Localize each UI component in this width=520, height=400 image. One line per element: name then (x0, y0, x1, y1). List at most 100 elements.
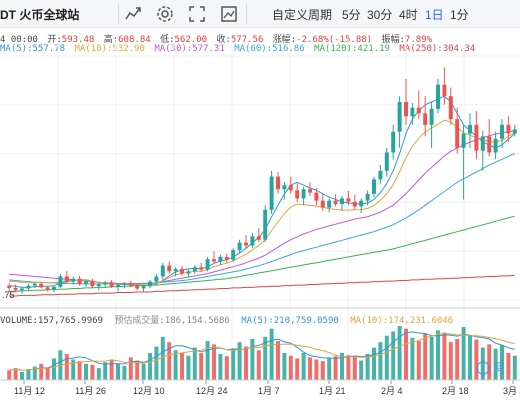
candle-up (173, 268, 178, 272)
watermark: 复 (476, 358, 520, 378)
candle-down (416, 107, 421, 114)
volume-bar (282, 353, 287, 380)
interval-1m[interactable]: 1分 (450, 8, 469, 22)
indicator-icon[interactable] (124, 5, 142, 23)
ma30-legend: MA(30):577.31 (154, 44, 225, 54)
volume-bar (32, 366, 37, 380)
volume-bar (71, 359, 76, 380)
fullscreen-icon[interactable] (188, 5, 206, 23)
price-axis-label: .75 (2, 290, 15, 300)
candle-up (103, 282, 108, 285)
candle-down (352, 201, 357, 207)
x-axis-label: 2月 18 (442, 386, 469, 396)
open-label: 开: (47, 35, 62, 45)
candle-up (58, 276, 63, 287)
interval-30m[interactable]: 30分 (367, 8, 393, 22)
ma120-line (9, 215, 515, 292)
candle-up (365, 193, 370, 201)
volume-bar (365, 354, 370, 380)
volume-bar (231, 348, 236, 380)
settings-icon[interactable] (156, 5, 174, 23)
candle-down (90, 281, 95, 287)
candle-down (109, 282, 114, 287)
volume-bar (116, 363, 120, 380)
ma250-line (9, 274, 515, 297)
volume-bar (122, 365, 127, 380)
candle-up (480, 136, 485, 151)
candle-up (397, 101, 402, 132)
candle-down (128, 283, 133, 286)
volume-value: VOLUME:157,765.9969 (0, 316, 103, 326)
volume-ma10-line (9, 332, 515, 371)
candle-up (71, 278, 76, 282)
volume-info: VOLUME:157,765.9969 预估成交量:186,154.5686 M… (0, 313, 459, 326)
volume-bar (340, 353, 344, 380)
candle-down (474, 124, 479, 151)
interval-1d[interactable]: 1日 (425, 8, 444, 22)
candle-down (320, 200, 325, 208)
volume-bar (148, 353, 152, 380)
volume-bar (128, 357, 133, 380)
volume-bar (416, 341, 421, 380)
volume-bar (346, 355, 351, 380)
candle-down (167, 265, 172, 272)
custom-period-button[interactable]: 自定义周期 (272, 8, 333, 22)
low-value: 562.00 (174, 35, 208, 45)
volume-bar (244, 346, 248, 380)
chat-bubble-icon (476, 361, 490, 375)
volume-bar (391, 331, 396, 380)
volume-bar (20, 371, 24, 380)
candle-down (404, 101, 408, 117)
volume-bar (52, 358, 56, 380)
low-label: 低: (160, 35, 175, 45)
candle-up (237, 242, 242, 251)
ma5-line (9, 95, 516, 288)
candle-down (295, 190, 300, 199)
volume-bar (404, 328, 408, 380)
volume-bar (96, 368, 101, 380)
volume-bar (64, 354, 69, 380)
close-value: 577.56 (230, 35, 264, 45)
candle-down (314, 192, 319, 201)
interval-4h[interactable]: 4时 (399, 8, 418, 22)
x-axis-label: 11月 12 (14, 386, 45, 396)
interval-5m[interactable]: 5分 (342, 8, 361, 22)
volume-bar (84, 363, 88, 380)
candle-up (500, 124, 504, 139)
candle-up (359, 200, 364, 207)
candle-down (64, 276, 69, 282)
candle-up (148, 281, 152, 287)
candle-up (263, 209, 268, 240)
volume-bar (90, 364, 95, 380)
volume-bar (352, 357, 357, 380)
pair-title[interactable]: DT 火币全球站 (0, 8, 80, 22)
toolbar-divider (118, 4, 119, 24)
candle-down (448, 96, 453, 120)
watermark-text: 复 (493, 360, 506, 374)
ma-info: MA(5):557.78 MA(10):532.90 MA(30):577.31… (0, 44, 479, 54)
candle-down (45, 287, 50, 290)
x-axis-label: 12月 10 (133, 386, 165, 396)
ma30-line (9, 130, 515, 284)
volume-ma5-line (9, 331, 515, 371)
candle-up (26, 285, 31, 289)
volume-bar (359, 360, 364, 380)
volume-bar (461, 327, 466, 380)
candle-down (423, 113, 428, 125)
candle-up (154, 276, 159, 282)
volume-bar (135, 360, 140, 380)
volume-ma5: MA(5):210,759.0590 (241, 316, 339, 326)
candle-up (436, 84, 440, 109)
change-value: -2.68%(-15.88) (296, 35, 373, 45)
screenshot-icon[interactable] (220, 5, 238, 23)
candle-down (212, 259, 216, 262)
candle-down (308, 189, 312, 193)
volume-bar (423, 333, 428, 380)
candle-down (244, 242, 248, 246)
volume-bar (173, 350, 178, 380)
volume-bar (410, 337, 415, 380)
candle-up (141, 286, 146, 289)
volume-bar (436, 330, 440, 380)
candle-down (487, 136, 492, 153)
